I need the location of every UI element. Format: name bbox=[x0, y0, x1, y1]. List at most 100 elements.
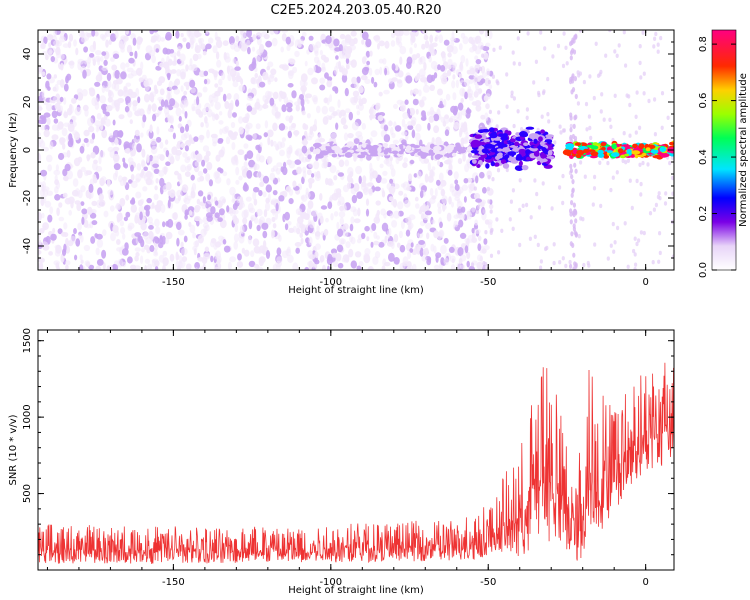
spectrogram-cell bbox=[259, 142, 263, 148]
spectrogram-cell bbox=[238, 84, 246, 92]
spectrogram-cell bbox=[669, 141, 674, 146]
spectrogram-cell bbox=[155, 226, 161, 235]
spectrogram-cell bbox=[60, 62, 64, 71]
spectrogram-cell bbox=[162, 47, 169, 55]
spectrogram-cell bbox=[285, 102, 293, 109]
spectrogram-cell bbox=[493, 137, 501, 141]
spectrogram-cell bbox=[189, 79, 196, 88]
spectrogram-cell bbox=[578, 30, 583, 33]
spectrogram-cell bbox=[63, 97, 67, 105]
spectrogram-cell bbox=[448, 246, 455, 253]
spectrogram-cell bbox=[511, 188, 515, 193]
spectrogram-cell bbox=[458, 43, 463, 51]
spectrogram-cell bbox=[235, 166, 240, 176]
spectrogram-cell bbox=[120, 62, 126, 70]
spectrogram-cell bbox=[442, 203, 446, 212]
spectrogram-cell bbox=[303, 81, 308, 87]
spectrogram-cell bbox=[599, 69, 603, 75]
spectrogram-cell bbox=[63, 110, 67, 117]
spectrogram-cell bbox=[183, 235, 188, 243]
spectrogram-cell bbox=[613, 93, 617, 99]
spectrogram-cell bbox=[147, 216, 154, 224]
spectrogram-cell bbox=[107, 146, 114, 153]
spectrogram-cell bbox=[49, 34, 54, 40]
spectrogram-cell bbox=[295, 208, 303, 216]
spectrogram-cell bbox=[397, 201, 404, 210]
spectrogram-cell bbox=[252, 133, 257, 140]
spectrogram-cell bbox=[226, 65, 231, 75]
spectrogram-cell bbox=[281, 104, 287, 113]
spectrogram-cell bbox=[120, 71, 127, 80]
spectrogram-cell bbox=[391, 132, 396, 139]
spectrogram-cell bbox=[395, 37, 400, 46]
spectrogram-cell bbox=[443, 257, 450, 266]
spectrogram-cell bbox=[574, 33, 578, 39]
spectrogram-cell bbox=[412, 145, 420, 149]
spectrogram-cell bbox=[278, 90, 284, 96]
spectrogram-cell bbox=[207, 194, 212, 201]
spectrogram-cell bbox=[475, 59, 482, 65]
spectrogram-cell bbox=[350, 216, 355, 224]
spectrogram-cell bbox=[477, 204, 481, 210]
spectrogram-cell bbox=[399, 46, 407, 55]
spectrogram-cell bbox=[430, 60, 438, 70]
spectrogram-cell bbox=[572, 123, 576, 129]
spectrogram-cell bbox=[611, 221, 615, 227]
spectrogram-cell bbox=[332, 260, 339, 268]
spectrogram-cell bbox=[540, 114, 544, 119]
spectrogram-cell bbox=[130, 174, 135, 181]
spectrogram-cell bbox=[628, 133, 632, 138]
spectrogram-cell bbox=[196, 92, 203, 98]
spectrogram-cell bbox=[633, 252, 637, 257]
spectrogram-cell bbox=[491, 74, 495, 79]
spectrogram-cell bbox=[154, 266, 159, 270]
spectrogram-cell bbox=[495, 217, 499, 222]
spectrogram-cell bbox=[417, 228, 423, 234]
spectrogram-cell bbox=[128, 57, 135, 64]
spectrogram-cell bbox=[374, 186, 381, 192]
spectrogram-cell bbox=[608, 30, 612, 33]
spectrogram-cell bbox=[142, 114, 147, 123]
spectrogram-cell bbox=[481, 148, 489, 154]
spectrogram-cell bbox=[190, 211, 195, 217]
spectrogram-cell bbox=[246, 105, 253, 112]
spectrogram-cell bbox=[518, 160, 523, 167]
spectrogram-cell bbox=[623, 221, 627, 226]
spectrogram-cell bbox=[203, 78, 208, 85]
spectrogram-cell bbox=[219, 196, 227, 205]
spectrogram-cell bbox=[508, 217, 512, 222]
spectrogram-cell bbox=[215, 154, 221, 162]
spectrogram-cell bbox=[221, 146, 226, 156]
spectrogram-cell bbox=[84, 108, 89, 117]
spectrogram-cell bbox=[69, 137, 74, 146]
spectrogram-cell bbox=[336, 221, 340, 230]
spectrogram-cell bbox=[439, 100, 443, 108]
spectrogram-cell bbox=[377, 146, 382, 153]
spectrogram-cell bbox=[659, 146, 667, 153]
spectrogram-cell bbox=[136, 163, 142, 171]
spectrogram-cell bbox=[77, 222, 82, 231]
spectrogram-cell bbox=[135, 252, 140, 257]
spectrogram-cell bbox=[624, 160, 628, 165]
spectrogram-cell bbox=[278, 234, 282, 242]
spectrogram-cell bbox=[206, 129, 210, 139]
spectrogram-cell bbox=[434, 154, 441, 160]
spectrogram-cell bbox=[357, 207, 361, 217]
spectrogram-cell bbox=[260, 31, 268, 38]
spectrogram-cell bbox=[348, 248, 354, 258]
spectrogram-cell bbox=[58, 202, 63, 208]
spectrogram-cell bbox=[271, 216, 276, 223]
spectrogram-cell bbox=[186, 30, 192, 37]
spectrogram-cell bbox=[447, 58, 453, 66]
spectrogram-cell bbox=[165, 161, 171, 166]
spectrogram-cell bbox=[448, 163, 453, 172]
spectrogram-cell bbox=[206, 215, 213, 222]
spectrogram-cell bbox=[81, 216, 85, 225]
spectrogram-cell bbox=[535, 191, 539, 197]
spectrogram-cell bbox=[326, 256, 333, 266]
spectrogram-cell bbox=[458, 63, 464, 72]
spectrogram-cell bbox=[335, 252, 342, 262]
spectrogram-cell bbox=[78, 234, 82, 240]
spectrogram-cell bbox=[582, 262, 586, 268]
spectrogram-cell bbox=[119, 197, 126, 207]
